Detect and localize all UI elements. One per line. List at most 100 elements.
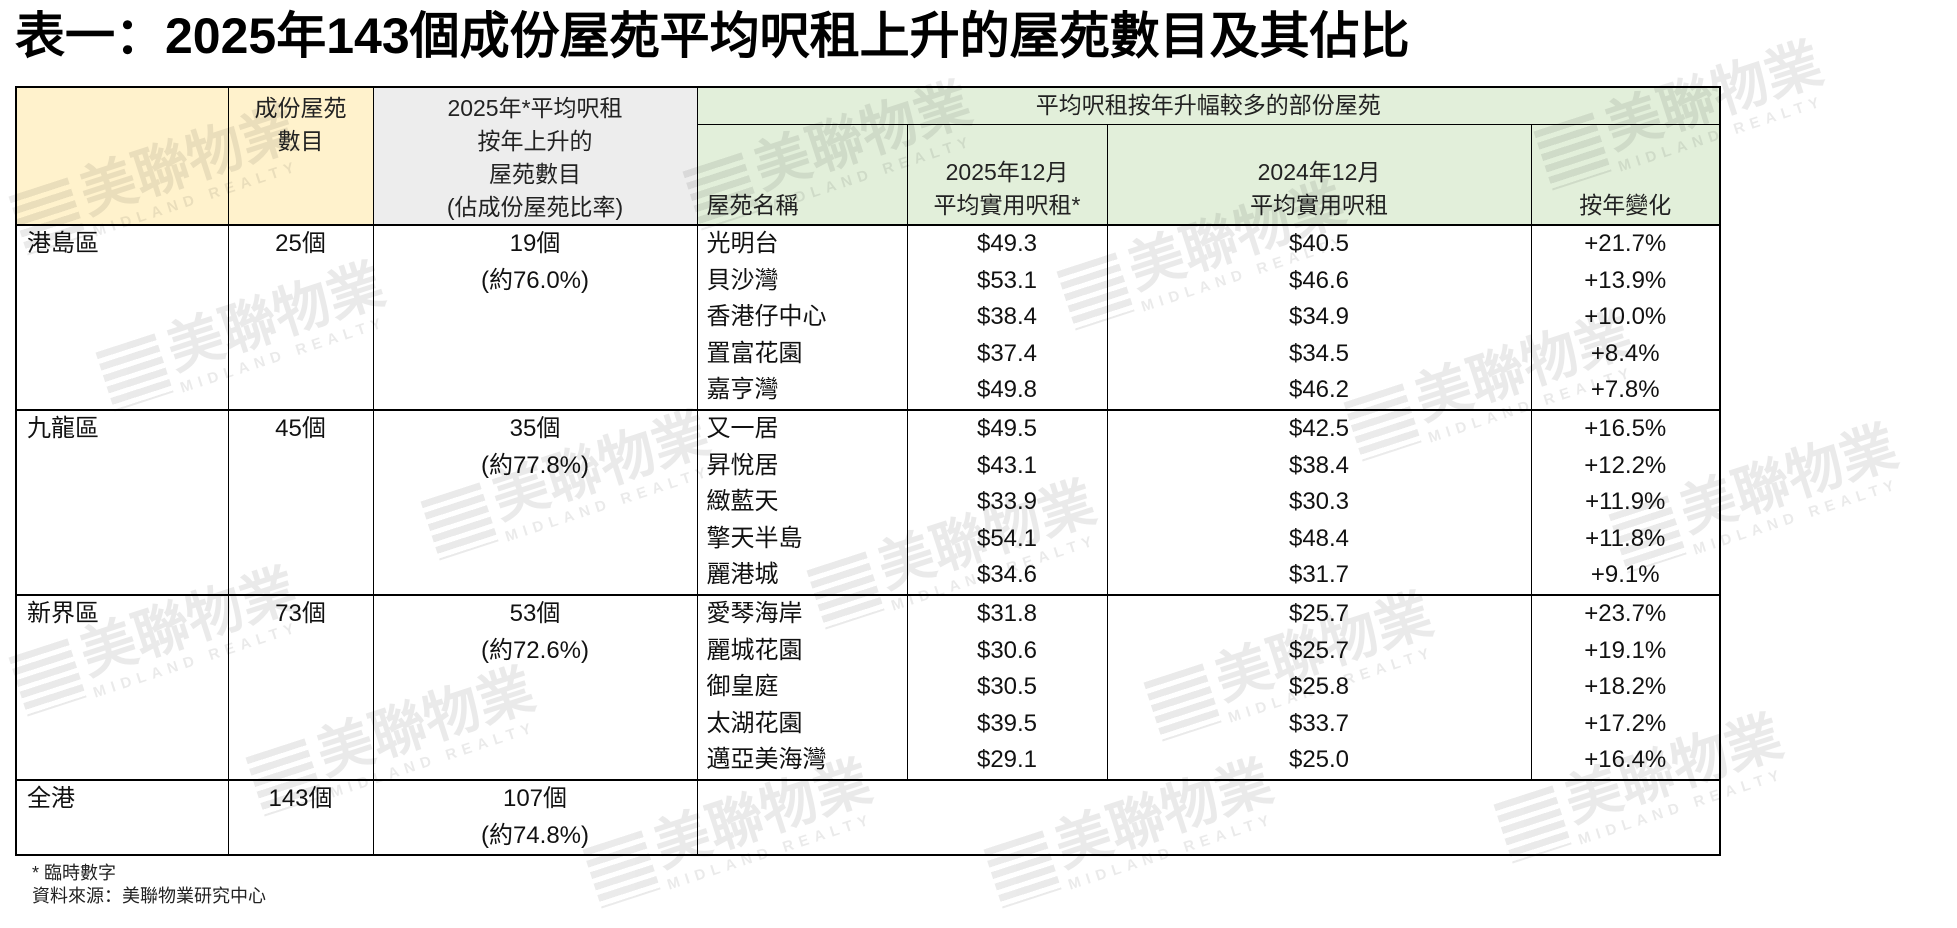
header-line: (佔成份屋苑比率) <box>446 194 624 220</box>
estate-name: 嘉亨灣 <box>696 372 908 410</box>
rent-2024-value: $42.5 <box>1106 408 1532 448</box>
rent-2024-value: $34.5 <box>1106 335 1532 373</box>
section-rising-cell: 35個 (約77.8%) <box>372 408 698 595</box>
table-row: 嘉亨灣 $49.8 $46.2 +7.8% <box>16 372 1721 410</box>
total-rising-share: (約74.8%) <box>480 821 590 849</box>
table-row: 昇悅居 $43.1 $38.4 +12.2% <box>16 447 1721 485</box>
yoy-change-value: +23.7% <box>1530 593 1721 633</box>
rent-2024-value: $48.4 <box>1106 520 1532 558</box>
rent-2025-value: $39.5 <box>906 705 1108 743</box>
rent-2025-value: $53.1 <box>906 262 1108 300</box>
header-rising-count: 2025年*平均呎租 按年上升的 屋苑數目 (佔成份屋苑比率) <box>372 87 698 226</box>
header-line: 2024年12月 <box>1257 159 1381 185</box>
rent-table: 成份屋苑 數目 2025年*平均呎租 按年上升的 屋苑數目 (佔成份屋苑比率) … <box>15 86 1721 857</box>
yoy-change-value: +16.4% <box>1530 742 1721 780</box>
total-rising-count: 107個 <box>502 784 568 812</box>
rent-2025-value: $30.5 <box>906 669 1108 706</box>
section-region: 新界區 <box>15 593 229 780</box>
table-row: 九龍區 45個 35個 (約77.8%) 又一居 $49.5 $42.5 +16… <box>15 408 1721 595</box>
table-row: 邁亞美海灣 $29.1 $25.0 +16.4% <box>16 742 1721 780</box>
watermark-brand-en: MIDLAND REALTY <box>1691 475 1903 559</box>
rent-2024-value: $25.7 <box>1106 632 1532 670</box>
header-line: 按年上升的 <box>477 128 593 154</box>
header-line: 屋苑數目 <box>489 161 581 187</box>
rent-2025-value: $34.6 <box>906 557 1108 595</box>
yoy-change-value: +7.8% <box>1530 372 1721 410</box>
footnote-source: 資料來源：美聯物業研究中心 <box>32 886 266 906</box>
section-estate-count: 45個 <box>227 408 374 595</box>
table-row: 新界區 73個 53個 (約72.6%) 愛琴海岸 $31.8 $25.7 +2… <box>15 593 1721 780</box>
yoy-change-value: +8.4% <box>1530 335 1721 373</box>
rent-2025-value: $43.1 <box>906 447 1108 485</box>
rent-2024-value: $33.7 <box>1106 705 1532 743</box>
table-row: 擎天半島 $54.1 $48.4 +11.8% <box>16 520 1721 558</box>
estate-name: 光明台 <box>696 224 908 263</box>
header-row: 屋苑名稱 2025年12月 平均實用呎租* 2024年12月 平均實用呎租 按年… <box>16 124 1721 226</box>
header-region-cell <box>15 87 229 226</box>
table-row: 麗城花園 $30.6 $25.7 +19.1% <box>16 632 1721 670</box>
table-row: 貝沙灣 $53.1 $46.6 +13.9% <box>16 262 1721 300</box>
total-rising-cell: 107個 (約74.8%) <box>372 778 698 856</box>
page-title: 表一：2025年143個成份屋苑平均呎租上升的屋苑數目及其佔比 <box>15 8 1410 64</box>
section-rising-share: (約72.6%) <box>480 636 590 664</box>
rent-2024-value: $31.7 <box>1106 557 1532 595</box>
header-line: 平均實用呎租 <box>1250 192 1388 218</box>
section-rising-count: 19個 <box>509 230 561 257</box>
yoy-change-value: +11.9% <box>1530 484 1721 521</box>
table-row: 御皇庭 $30.5 $25.8 +18.2% <box>16 669 1721 706</box>
estate-name: 昇悅居 <box>696 447 908 485</box>
section-estate-count: 25個 <box>227 224 374 410</box>
header-estate-count: 成份屋苑 數目 <box>227 87 374 226</box>
section-region: 九龍區 <box>15 408 229 595</box>
estate-name: 御皇庭 <box>696 669 908 706</box>
header-estate-name: 屋苑名稱 <box>696 124 908 226</box>
yoy-change-value: +12.2% <box>1530 447 1721 485</box>
yoy-change-value: +21.7% <box>1530 224 1721 263</box>
total-row: 全港 143個 107個 (約74.8%) <box>15 778 1721 856</box>
section-rising-cell: 53個 (約72.6%) <box>372 593 698 780</box>
yoy-change-value: +17.2% <box>1530 705 1721 743</box>
rent-2024-value: $25.8 <box>1106 669 1532 706</box>
footnotes: * 臨時數字 資料來源：美聯物業研究中心 <box>32 862 266 908</box>
rent-2025-value: $31.8 <box>906 593 1108 633</box>
rent-2025-value: $37.4 <box>906 335 1108 373</box>
rent-2025-value: $54.1 <box>906 520 1108 558</box>
estate-name: 置富花園 <box>696 335 908 373</box>
rent-2025-value: $29.1 <box>906 742 1108 780</box>
total-row-blank <box>696 778 1721 856</box>
table-row: 置富花園 $37.4 $34.5 +8.4% <box>16 335 1721 373</box>
section-rising-share: (約77.8%) <box>480 451 590 479</box>
estate-name: 愛琴海岸 <box>696 593 908 633</box>
table-row: 香港仔中心 $38.4 $34.9 +10.0% <box>16 299 1721 336</box>
total-region: 全港 <box>15 778 229 856</box>
estate-name: 又一居 <box>696 408 908 448</box>
header-row: 成份屋苑 數目 2025年*平均呎租 按年上升的 屋苑數目 (佔成份屋苑比率) … <box>15 87 1721 226</box>
rent-2025-value: $49.8 <box>906 372 1108 410</box>
header-line: 成份屋苑 <box>254 95 347 121</box>
rent-2024-value: $25.0 <box>1106 742 1532 780</box>
table-row: 港島區 25個 19個 (約76.0%) 光明台 $49.3 $40.5 +21… <box>15 224 1721 410</box>
estate-name: 太湖花園 <box>696 705 908 743</box>
rent-2024-value: $30.3 <box>1106 484 1532 521</box>
rent-2024-value: $34.9 <box>1106 299 1532 336</box>
footnote-provisional: * 臨時數字 <box>32 863 117 883</box>
yoy-change-value: +11.8% <box>1530 520 1721 558</box>
section-rising-count: 35個 <box>509 414 561 442</box>
rent-2024-value: $40.5 <box>1106 224 1532 263</box>
yoy-change-value: +16.5% <box>1530 408 1721 448</box>
header-rent-2025: 2025年12月 平均實用呎租* <box>906 124 1108 226</box>
section-rising-cell: 19個 (約76.0%) <box>372 224 698 410</box>
estate-name: 麗城花園 <box>696 632 908 670</box>
estate-name: 擎天半島 <box>696 520 908 558</box>
estate-name: 麗港城 <box>696 557 908 595</box>
header-line: 平均實用呎租* <box>933 192 1081 218</box>
rent-2025-value: $49.3 <box>906 224 1108 263</box>
header-yoy-change: 按年變化 <box>1530 124 1721 226</box>
rent-2024-value: $38.4 <box>1106 447 1532 485</box>
section-region: 港島區 <box>15 224 229 410</box>
table-row: 麗港城 $34.6 $31.7 +9.1% <box>16 557 1721 595</box>
yoy-change-value: +9.1% <box>1530 557 1721 595</box>
yoy-change-value: +13.9% <box>1530 262 1721 300</box>
header-line: 數目 <box>277 128 324 154</box>
estate-name: 邁亞美海灣 <box>696 742 908 780</box>
